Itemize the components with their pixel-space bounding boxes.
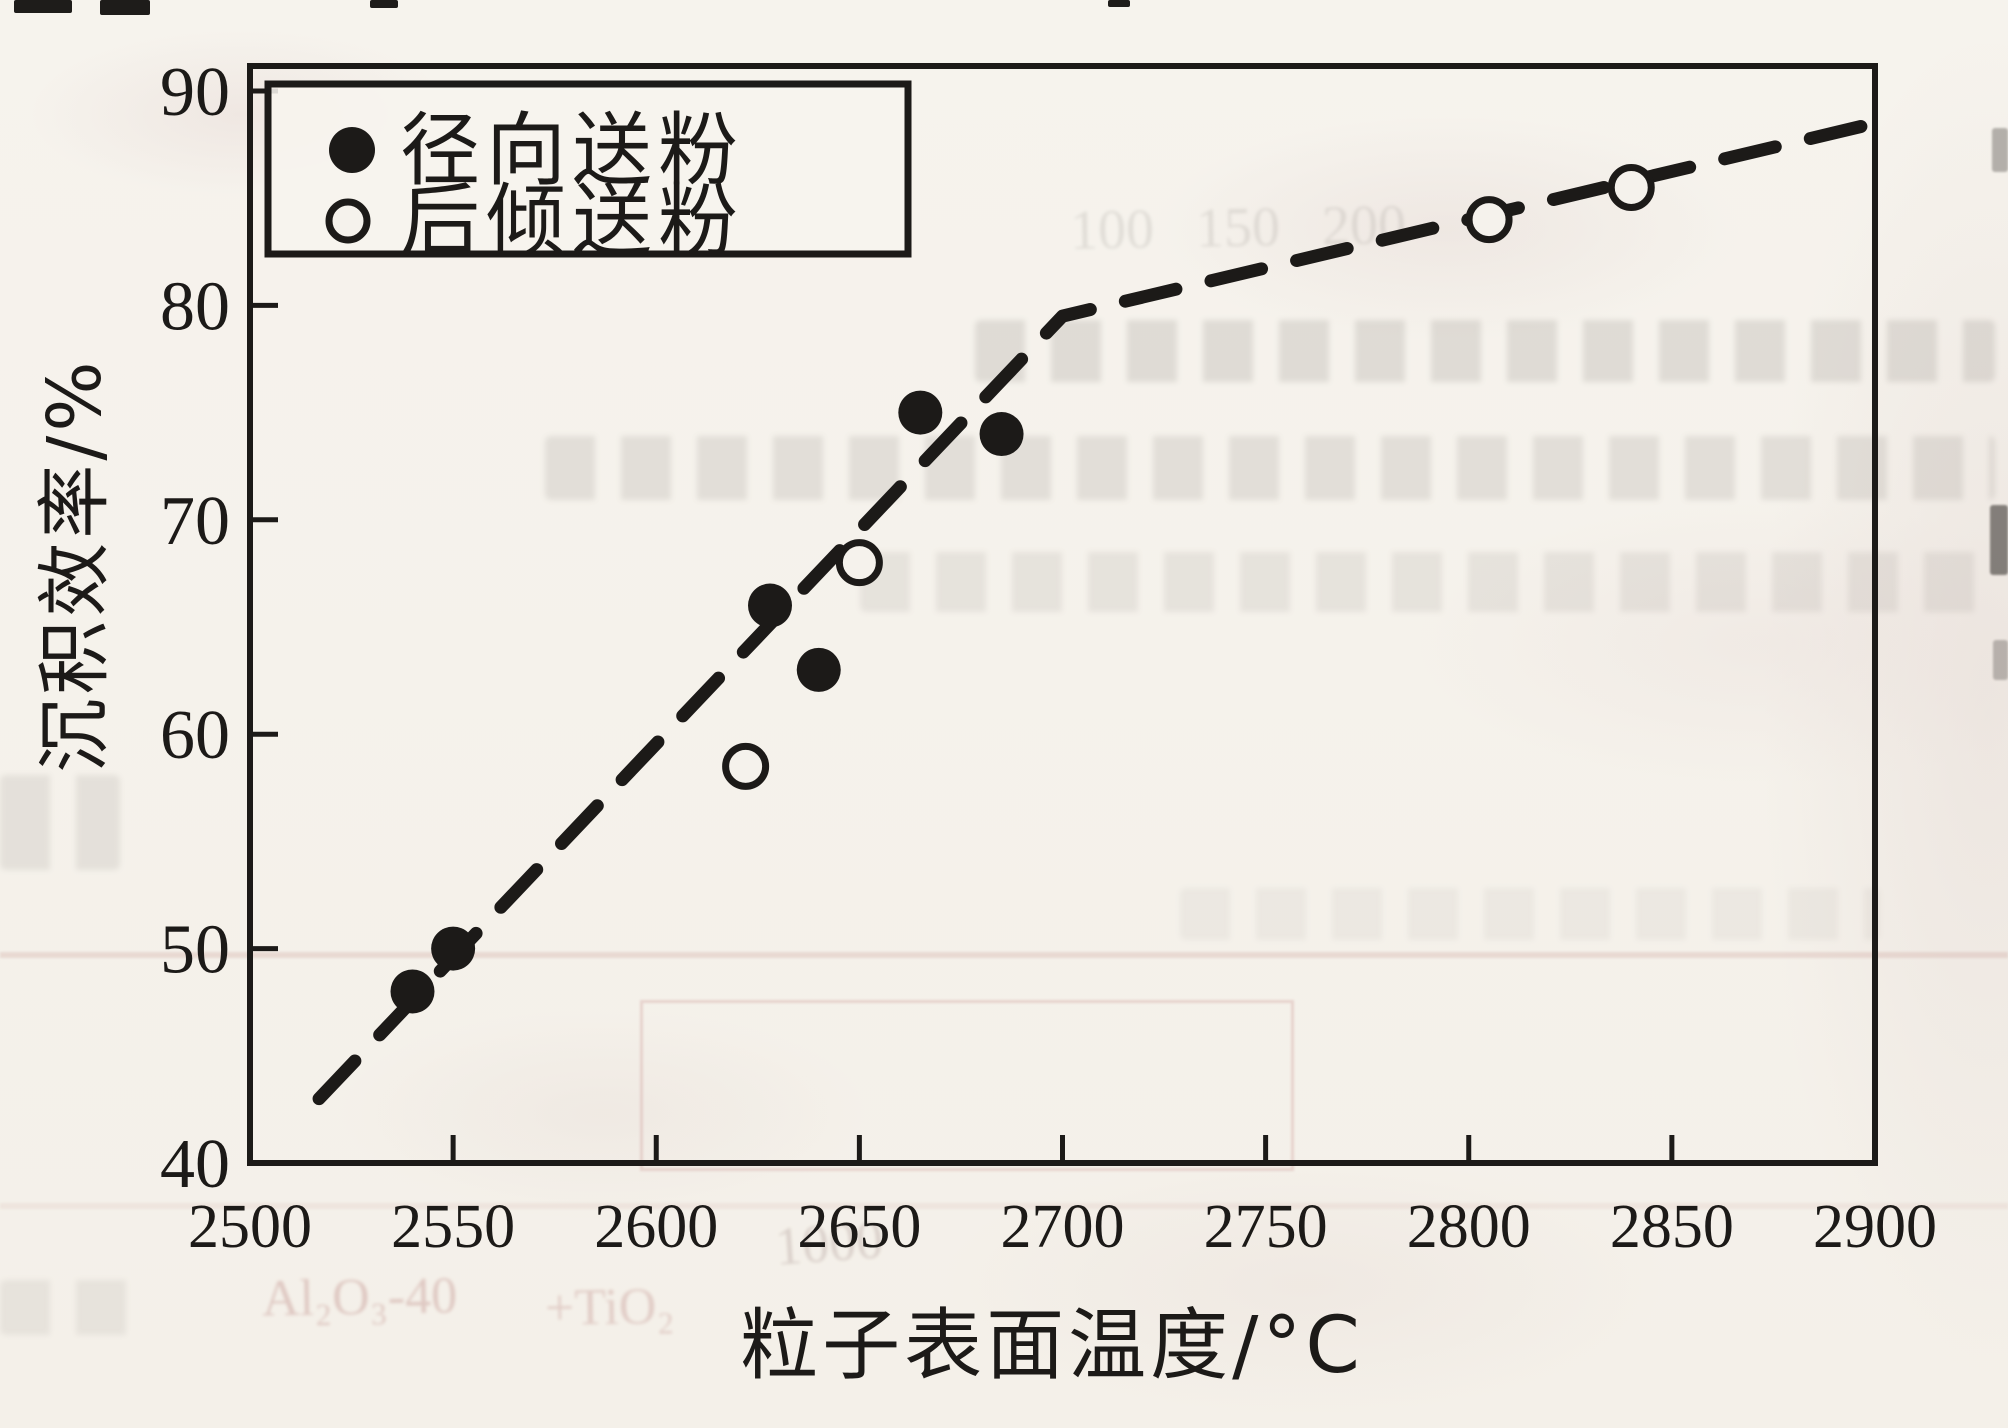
y-tick-label: 60 bbox=[160, 697, 230, 774]
y-tick-label: 40 bbox=[160, 1126, 230, 1203]
data-point-radial-feed bbox=[431, 926, 476, 971]
y-tick-label: 80 bbox=[160, 268, 230, 345]
legend-marker-filled-circle bbox=[329, 127, 375, 173]
cutoff-caption-fragment bbox=[100, 0, 150, 15]
legend-marker-open-circle bbox=[325, 198, 371, 244]
y-axis-title: 沉积效率/% bbox=[32, 357, 118, 772]
edge-glyph-fragment bbox=[1992, 128, 2008, 172]
y-tick-label: 90 bbox=[160, 54, 230, 131]
x-tick-label: 2800 bbox=[1407, 1193, 1531, 1261]
data-point-backward-feed bbox=[835, 539, 883, 587]
x-tick-label: 2750 bbox=[1204, 1193, 1328, 1261]
y-tick-label: 50 bbox=[160, 912, 230, 989]
x-tick-label: 2900 bbox=[1813, 1193, 1937, 1261]
cutoff-caption-fragment bbox=[1108, 0, 1130, 7]
y-tick-label: 70 bbox=[160, 483, 230, 560]
cutoff-caption-fragment bbox=[370, 0, 398, 8]
x-tick-label: 2700 bbox=[1001, 1193, 1125, 1261]
cutoff-caption-fragment bbox=[14, 0, 72, 13]
x-tick-label: 2850 bbox=[1610, 1193, 1734, 1261]
trend-line-dashed bbox=[312, 116, 1882, 1106]
x-axis-title: 粒子表面温度/°C bbox=[740, 1301, 1364, 1391]
scan-streak bbox=[0, 1203, 2008, 1209]
legend-label-backward-feed: 后倾送粉 bbox=[400, 175, 744, 268]
edge-glyph-fragment bbox=[1993, 640, 2008, 680]
x-tick-label: 2500 bbox=[188, 1193, 312, 1261]
edge-glyph-fragment bbox=[1990, 505, 2008, 575]
data-point-backward-feed bbox=[1607, 163, 1655, 211]
data-point-radial-feed bbox=[898, 390, 943, 435]
legend-label-radial-feed: 径向送粉 bbox=[400, 104, 744, 197]
data-point-radial-feed bbox=[748, 583, 792, 628]
data-point-backward-feed bbox=[722, 742, 770, 790]
x-tick-label: 2650 bbox=[797, 1193, 921, 1261]
x-tick-label: 2600 bbox=[594, 1193, 718, 1261]
x-tick-label: 2550 bbox=[391, 1193, 515, 1261]
data-point-radial-feed bbox=[979, 412, 1024, 457]
data-point-backward-feed bbox=[1465, 196, 1513, 244]
data-point-radial-feed bbox=[390, 969, 435, 1014]
legend-box bbox=[264, 80, 912, 258]
scan-streak bbox=[0, 952, 2008, 958]
data-point-radial-feed bbox=[796, 647, 841, 692]
bleedthrough-box bbox=[640, 1000, 1294, 1171]
